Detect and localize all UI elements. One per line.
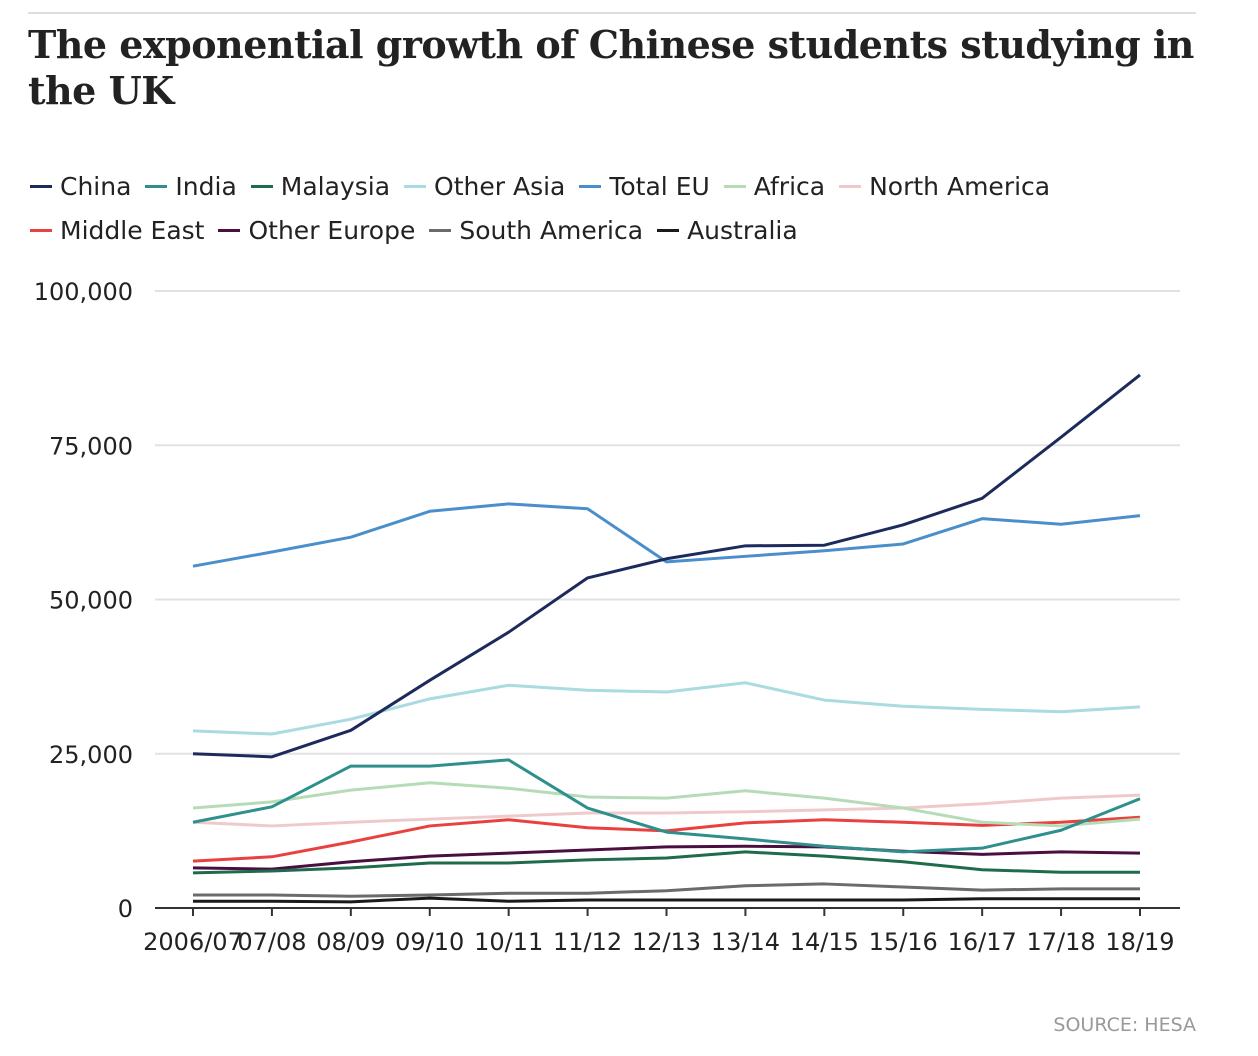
x-tick-label: 11/12	[553, 928, 622, 956]
series-line-other-asia	[192, 681, 1141, 736]
legend-item: South America	[429, 208, 643, 252]
legend-label: South America	[459, 215, 644, 245]
legend-label: China	[60, 171, 132, 201]
series-line-south-america	[193, 882, 1140, 898]
y-tick-label: 0	[118, 895, 133, 923]
legend-swatch	[579, 184, 602, 188]
legend-label: Australia	[687, 215, 798, 245]
legend-label: North America	[869, 171, 1051, 201]
x-tick-label: 14/15	[790, 928, 859, 956]
series-line-malaysia	[192, 850, 1140, 875]
x-tick-label: 17/18	[1026, 928, 1095, 956]
legend-swatch	[657, 228, 680, 232]
legend-label: Other Asia	[434, 171, 566, 201]
y-tick-label: 25,000	[49, 741, 133, 769]
legend-label: Total EU	[609, 171, 710, 201]
legend-item: Africa	[723, 164, 826, 208]
y-tick-label: 100,000	[34, 278, 133, 306]
legend-swatch	[839, 184, 862, 188]
legend-swatch	[218, 228, 241, 232]
legend-swatch	[30, 228, 52, 232]
legend-swatch	[429, 228, 452, 232]
x-tick-label: 12/13	[632, 928, 701, 956]
x-tick-label: 10/11	[474, 928, 543, 956]
legend-item: Middle East	[30, 208, 204, 252]
legend-item: Other Asia	[404, 164, 565, 208]
x-tick-label: 2006/07	[143, 928, 243, 956]
legend-swatch	[145, 184, 168, 188]
legend-swatch	[723, 184, 746, 188]
legend-item: Other Europe	[218, 208, 415, 252]
legend-label: Middle East	[60, 215, 205, 245]
y-tick-label: 50,000	[49, 587, 133, 615]
legend-item: North America	[839, 164, 1050, 208]
legend-swatch	[404, 184, 427, 188]
series-line-china	[192, 373, 1141, 759]
x-tick-label: 08/09	[316, 928, 385, 956]
legend-label: Malaysia	[280, 171, 391, 201]
series-line-north-america	[192, 793, 1141, 828]
legend-swatch	[30, 184, 52, 188]
x-tick-label: 09/10	[395, 928, 464, 956]
legend-swatch	[250, 184, 273, 188]
legend-item: Total EU	[579, 164, 710, 208]
series-line-australia	[193, 896, 1140, 904]
series-line-other-europe	[192, 844, 1141, 871]
chart-title: The exponential growth of Chinese studen…	[28, 22, 1194, 113]
legend: China India Malaysia Other Asia Total EU Afri…	[30, 164, 1130, 252]
x-tick-label: 18/19	[1105, 928, 1174, 956]
x-tick-label: 07/08	[237, 928, 306, 956]
series-line-india	[192, 758, 1141, 854]
legend-item: Australia	[657, 208, 798, 252]
x-tick-label: 13/14	[711, 928, 780, 956]
y-tick-label: 75,000	[49, 432, 133, 460]
source-note: SOURCE: HESA	[1053, 1014, 1196, 1036]
legend-item: China	[30, 164, 131, 208]
legend-label: India	[175, 171, 237, 201]
legend-label: Other Europe	[248, 215, 416, 245]
x-tick-label: 16/17	[948, 928, 1017, 956]
legend-item: India	[145, 164, 237, 208]
legend-item: Malaysia	[250, 164, 391, 208]
x-tick-label: 15/16	[869, 928, 938, 956]
legend-label: Africa	[753, 171, 826, 201]
series-line-africa	[192, 781, 1141, 828]
series-line-total-eu	[192, 502, 1141, 568]
top-rule	[28, 12, 1196, 14]
